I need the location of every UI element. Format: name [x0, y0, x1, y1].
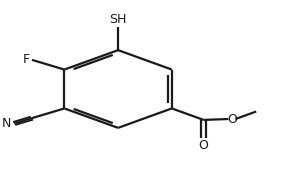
Text: SH: SH: [109, 13, 127, 26]
Text: O: O: [199, 139, 209, 152]
Text: O: O: [227, 112, 237, 125]
Text: F: F: [22, 53, 30, 66]
Text: N: N: [2, 117, 11, 130]
